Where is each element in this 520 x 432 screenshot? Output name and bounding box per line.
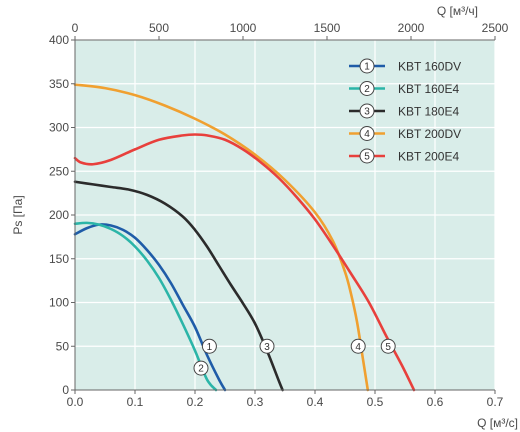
x-tick-label: 0.3: [247, 395, 264, 409]
curve-marker-circle: [350, 338, 366, 354]
legend-item-4: 4 KBT 200DV: [349, 126, 461, 141]
curve-marker-2: 2: [193, 360, 209, 376]
curve-marker-label: 4: [355, 342, 361, 353]
y-axis-title: Ps [Па]: [11, 195, 25, 234]
x-tick-label: 0.6: [427, 395, 444, 409]
curve-marker-circle: [380, 338, 396, 354]
curve-marker-label: 3: [264, 342, 270, 353]
legend-label: KBT 160E4: [398, 82, 459, 96]
y-tick-label: 300: [49, 121, 69, 135]
x2-tick-label: 0: [72, 21, 79, 35]
y-tick-label: 400: [49, 33, 69, 47]
legend-marker-circle: [359, 103, 375, 119]
x-tick-label: 0.2: [187, 395, 204, 409]
curve-marker-label: 1: [207, 342, 213, 353]
x2-tick-label: 2500: [482, 21, 509, 35]
x-tick-label: 0.0: [67, 395, 84, 409]
x2-axis-title: Q [м³/ч]: [437, 4, 478, 18]
legend-marker-circle: [359, 58, 375, 74]
y-tick-label: 350: [49, 77, 69, 91]
curve-marker-3: 3: [259, 338, 275, 354]
y-tick-label: 0: [62, 383, 69, 397]
x2-tick-label: 500: [149, 21, 169, 35]
x-tick-label: 0.1: [127, 395, 144, 409]
x-tick-label: 0.7: [487, 395, 504, 409]
x2-tick-label: 1000: [230, 21, 257, 35]
curve-marker-label: 2: [198, 364, 204, 375]
legend-marker-label: 3: [364, 107, 370, 118]
curve-marker-label: 5: [385, 342, 391, 353]
legend-item-5: 5 KBT 200E4: [349, 148, 459, 164]
axes: 0.0 0.1 0.2 0.3 0.4 0.5 0.6 0.70501001502002503…: [49, 21, 509, 409]
curve-markers: 12 3 4 5: [193, 338, 396, 376]
curve-marker-circle: [193, 360, 209, 376]
legend-label: KBT 200DV: [398, 127, 461, 141]
series-line-3: [73, 180, 284, 392]
legend-label: KBT 180E4: [398, 105, 459, 119]
y-tick-label: 100: [49, 296, 69, 310]
y-tick-label: 150: [49, 252, 69, 266]
legend-item-1: 1 KBT 160DV: [349, 58, 461, 74]
y-tick-label: 200: [49, 208, 69, 222]
x-axis-title: Q [м³/с]: [477, 416, 518, 430]
legend-marker-label: 5: [364, 152, 370, 163]
legend-marker-label: 1: [364, 62, 370, 73]
curve-marker-4: 4: [350, 338, 366, 354]
legend-marker-label: 4: [364, 129, 370, 140]
legend-item-3: 3 KBT 180E4: [349, 103, 459, 119]
legend-label: KBT 160DV: [398, 60, 461, 74]
x2-tick-label: 2000: [398, 21, 425, 35]
curve-marker-circle: [259, 338, 275, 354]
legend-marker-circle: [359, 81, 375, 96]
x-tick-label: 0.5: [367, 395, 384, 409]
curve-marker-1: 1: [201, 338, 217, 354]
x2-tick-label: 1500: [314, 21, 341, 35]
series-line-4: [73, 83, 370, 392]
legend: 1 KBT 160DV 2 KBT 160E4 3 KBT 180E4 4 KBT 200DV…: [349, 58, 461, 164]
curve-marker-circle: [201, 338, 217, 354]
y-tick-label: 50: [56, 339, 70, 353]
curve-marker-5: 5: [380, 338, 396, 354]
series-line-5: [73, 133, 416, 392]
legend-marker-circle: [359, 126, 375, 141]
x-tick-label: 0.4: [307, 395, 324, 409]
legend-item-2: 2 KBT 160E4: [349, 81, 459, 96]
legend-marker-circle: [359, 148, 375, 164]
legend-label: KBT 200E4: [398, 150, 459, 164]
legend-marker-label: 2: [364, 84, 370, 95]
y-tick-label: 250: [49, 164, 69, 178]
series-line-2: [73, 221, 218, 392]
